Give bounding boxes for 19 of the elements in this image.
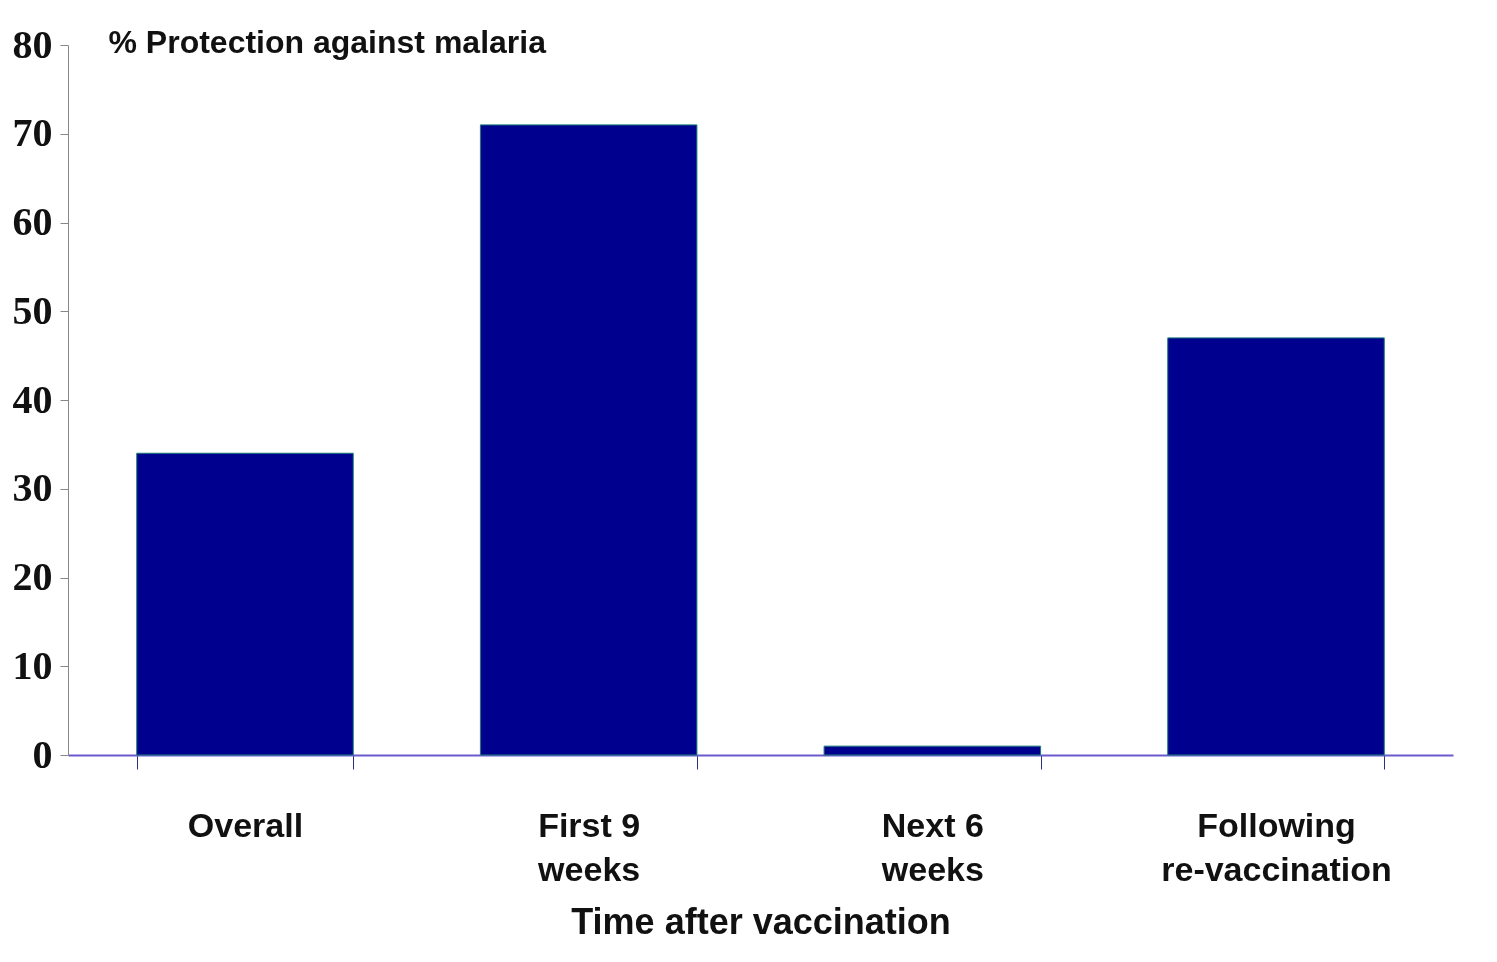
x-tick-label: Following re-vaccination <box>1161 805 1392 888</box>
y-tick-label: 70 <box>12 110 53 156</box>
x-tick-label: Next 6 weeks <box>880 805 984 888</box>
y-axis-title: % Protection against malaria <box>108 23 547 60</box>
bar <box>136 452 354 756</box>
y-tick-label: 30 <box>12 465 53 511</box>
bar <box>823 745 1042 756</box>
x-tick-label: First 9 weeks <box>537 805 641 888</box>
y-tick-label: 0 <box>32 731 53 777</box>
x-tick-label: Overall <box>187 805 304 844</box>
y-tick-label: 40 <box>12 376 53 422</box>
y-tick-label: 80 <box>12 21 53 67</box>
x-axis-title: Time after vaccination <box>571 900 951 942</box>
bar <box>479 124 698 756</box>
y-tick-label: 60 <box>12 199 53 244</box>
bar <box>1167 337 1385 756</box>
y-tick-label: 50 <box>12 287 53 333</box>
y-tick-label: 20 <box>12 554 53 599</box>
y-tick-label: 10 <box>12 642 53 688</box>
